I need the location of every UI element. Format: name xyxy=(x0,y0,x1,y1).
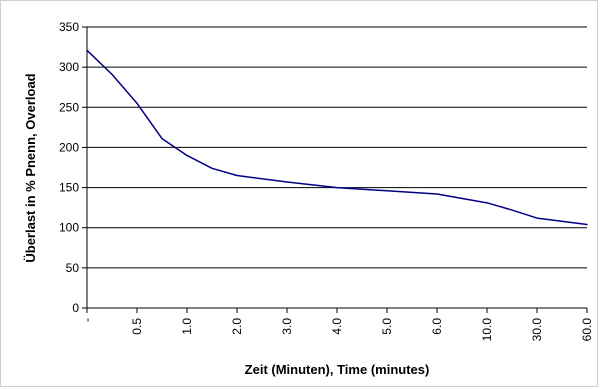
x-tick-label: 3.0 xyxy=(280,318,294,335)
y-axis-title: Überlast in % Pnenn, Overload xyxy=(23,73,38,262)
series xyxy=(86,49,588,226)
y-tick-label: 0 xyxy=(72,301,79,315)
y-ticks: 0 50 100 150 200 250 300 350 xyxy=(59,20,87,315)
axes xyxy=(86,27,587,309)
x-tick-label: 2.0 xyxy=(230,318,244,335)
x-tick-label: - xyxy=(80,318,94,322)
y-tick-label: 350 xyxy=(59,20,79,34)
x-tick-label: 6.0 xyxy=(430,318,444,335)
y-tick-label: 100 xyxy=(59,221,79,235)
y-tick-label: 300 xyxy=(59,60,79,74)
x-tick-label: 30.0 xyxy=(530,318,544,342)
x-tick-label: 0.5 xyxy=(130,318,144,335)
x-tick-label: 4.0 xyxy=(330,318,344,335)
x-tick-label: 10.0 xyxy=(480,318,494,342)
y-tick-label: 150 xyxy=(59,181,79,195)
x-tick-label: 1.0 xyxy=(180,318,194,335)
x-ticks: - 0.5 1.0 2.0 3.0 4.0 5.0 6.0 10.0 30.0 60.0 xyxy=(80,308,594,341)
x-tick-label: 5.0 xyxy=(380,318,394,335)
y-tick-label: 50 xyxy=(66,261,80,275)
x-axis-title: Zeit (Minuten), Time (minutes) xyxy=(245,362,430,377)
y-tick-label: 200 xyxy=(59,140,79,154)
gridlines xyxy=(87,26,587,269)
series-line xyxy=(86,49,588,226)
y-tick-label: 250 xyxy=(59,100,79,114)
x-tick-label: 60.0 xyxy=(580,318,594,342)
